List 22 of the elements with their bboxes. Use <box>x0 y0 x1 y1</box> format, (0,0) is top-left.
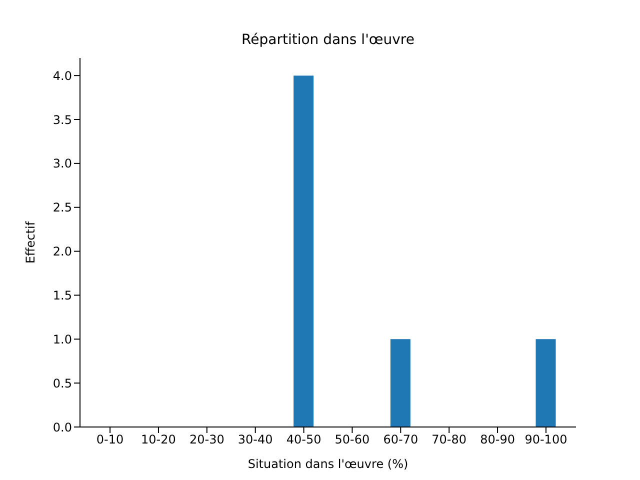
x-tick-label: 10-20 <box>141 432 176 447</box>
y-tick-label: 3.0 <box>52 156 72 171</box>
y-tick-label: 2.0 <box>52 244 72 259</box>
x-tick-label: 80-90 <box>480 432 515 447</box>
x-tick-label: 90-100 <box>524 432 568 447</box>
y-tick-label: 3.5 <box>52 112 72 127</box>
y-tick-label: 4.0 <box>52 68 72 83</box>
x-tick-label: 20-30 <box>189 432 224 447</box>
y-tick-label: 1.5 <box>52 288 72 302</box>
y-axis-title: Effectif <box>23 220 38 264</box>
x-tick-label: 70-80 <box>432 432 467 447</box>
x-tick-label: 0-10 <box>96 432 124 447</box>
y-tick-label: 1.0 <box>52 332 72 346</box>
y-tick-label: 2.5 <box>52 200 72 215</box>
chart-title: Répartition dans l'œuvre <box>240 32 416 48</box>
x-tick-label: 40-50 <box>286 432 322 447</box>
y-tick-label: 0.5 <box>52 376 72 390</box>
x-tick-label: 30-40 <box>238 432 273 447</box>
x-tick-label: 50-60 <box>334 432 370 447</box>
x-axis-title: Situation dans l'œuvre (%) <box>248 457 408 471</box>
x-tick-label: 60-70 <box>383 432 418 447</box>
y-tick-label: 0.0 <box>52 420 72 434</box>
